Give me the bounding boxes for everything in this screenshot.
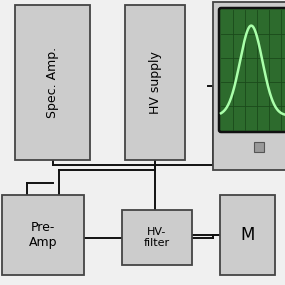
Text: HV supply: HV supply [148,51,162,114]
Bar [220,195,275,275]
Text: HV-
filter: HV- filter [144,227,170,248]
Text: Spec. Amp.: Spec. Amp. [46,47,59,118]
Text: Pre-
Amp: Pre- Amp [29,221,57,249]
Bar [254,142,264,152]
Bar [213,2,285,170]
Bar [122,210,192,265]
Bar [15,5,90,160]
Bar [125,5,185,160]
Text: M: M [240,226,255,244]
Bar [2,195,84,275]
FancyBboxPatch shape [219,8,285,132]
